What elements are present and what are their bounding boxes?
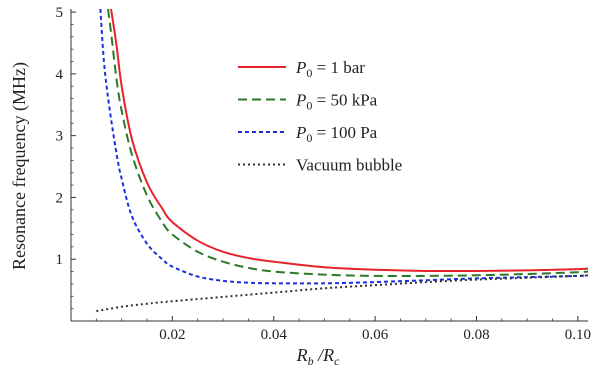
x-axis-label-mid: /R bbox=[314, 345, 335, 365]
legend-label-1: P0 = 1 bar bbox=[295, 58, 365, 80]
legend-value: = 100 Pa bbox=[312, 123, 377, 142]
y-tick-label: 1 bbox=[56, 252, 64, 268]
y-tick-label: 3 bbox=[56, 129, 64, 145]
legend-label-2: P0 = 50 kPa bbox=[295, 91, 378, 113]
legend-label-4: Vacuum bubble bbox=[296, 156, 402, 175]
legend-symbol: P bbox=[295, 91, 306, 110]
legend-label-3: P0 = 100 Pa bbox=[295, 123, 378, 145]
series-line-3 bbox=[99, 9, 588, 285]
x-axis-label-sub1: b bbox=[308, 354, 314, 368]
x-tick-label: 0.08 bbox=[463, 327, 489, 343]
x-tick-label: 0.04 bbox=[261, 327, 288, 343]
series-line-4 bbox=[96, 274, 588, 313]
y-axis-label: Resonance frequency (MHz) bbox=[9, 62, 30, 270]
x-tick-label: 0.06 bbox=[362, 327, 389, 343]
legend-value: = 50 kPa bbox=[312, 91, 377, 110]
legend-value: = 1 bar bbox=[312, 58, 365, 77]
x-axis-label: Rb /Rc bbox=[296, 345, 341, 368]
x-axis-label-sub2: c bbox=[334, 354, 340, 368]
y-tick-label: 5 bbox=[56, 5, 64, 21]
x-tick-label: 0.02 bbox=[159, 327, 185, 343]
y-tick-label: 4 bbox=[56, 67, 64, 83]
legend-symbol: P bbox=[295, 123, 306, 142]
series-line-2 bbox=[107, 9, 588, 278]
series-layer bbox=[96, 9, 588, 313]
x-tick-label: 0.10 bbox=[565, 327, 591, 343]
axes: 0.02 0.04 0.06 0.08 0.10 1 2 3 4 5 bbox=[56, 5, 591, 343]
series-line-1 bbox=[110, 9, 588, 273]
legend-symbol: P bbox=[295, 58, 306, 77]
legend-value: Vacuum bubble bbox=[296, 156, 402, 175]
y-tick-label: 2 bbox=[56, 190, 64, 206]
legend-subscript: 0 bbox=[306, 99, 312, 113]
x-axis-label-main: R bbox=[296, 345, 308, 365]
legend-subscript: 0 bbox=[306, 66, 312, 80]
legend-subscript: 0 bbox=[306, 131, 312, 145]
